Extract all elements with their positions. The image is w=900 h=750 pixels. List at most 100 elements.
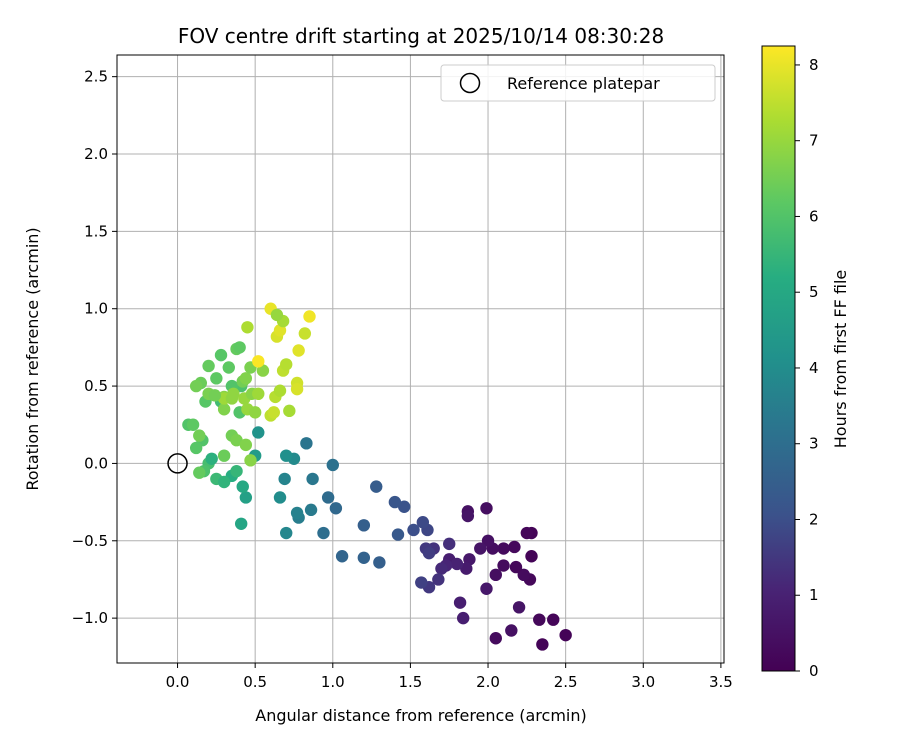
data-point [280, 449, 293, 462]
x-tick-label: 0.0 [166, 673, 190, 691]
x-tick-label: 2.0 [476, 673, 500, 691]
data-point [239, 491, 253, 504]
data-point [474, 542, 487, 555]
data-point [509, 560, 523, 574]
data-point [489, 568, 502, 582]
data-point [512, 601, 526, 614]
data-point [326, 458, 339, 472]
colorbar-tick-label: 7 [809, 132, 819, 150]
colorbar-tick-label: 5 [809, 283, 819, 301]
y-tick-label: −1.0 [72, 609, 108, 627]
data-point [456, 611, 470, 625]
legend: Reference platepar [440, 64, 716, 102]
data-point [248, 406, 262, 419]
colorbar-tick-label: 6 [809, 207, 819, 225]
data-point [525, 550, 538, 563]
y-tick-label: 2.0 [84, 145, 108, 163]
colorbar-gradient [762, 46, 795, 671]
data-point [317, 526, 330, 540]
x-tick-label: 3.5 [709, 673, 733, 691]
data-point [208, 389, 222, 402]
data-point [497, 559, 510, 572]
legend-marker-icon [459, 72, 481, 94]
chart-title: FOV centre drift starting at 2025/10/14 … [178, 24, 664, 48]
data-point [335, 550, 349, 563]
data-point [480, 582, 493, 595]
y-axis-label: Rotation from reference (arcmin) [23, 227, 42, 490]
data-point [298, 327, 312, 340]
colorbar-tick-label: 0 [809, 662, 819, 680]
x-tick-label: 2.5 [554, 673, 578, 691]
data-point [193, 466, 206, 479]
data-point [481, 534, 495, 547]
data-point [252, 355, 265, 368]
data-point [189, 379, 203, 393]
data-point [450, 557, 464, 571]
data-point [230, 434, 243, 447]
data-point [559, 628, 572, 642]
data-point [273, 491, 287, 504]
data-point [252, 387, 265, 401]
data-point [292, 344, 305, 357]
data-point [233, 341, 246, 354]
data-point [267, 406, 280, 419]
data-point [280, 526, 293, 540]
data-point [520, 526, 534, 540]
data-point [186, 418, 200, 431]
y-tick-label: 0.0 [84, 454, 108, 472]
data-point [505, 624, 518, 637]
data-point [497, 542, 510, 555]
data-point [443, 537, 456, 551]
x-tick-label: 3.0 [631, 673, 655, 691]
colorbar-tick-label: 8 [809, 56, 819, 74]
colorbar-tick-label: 3 [809, 435, 819, 453]
axis-ticks: 0.0 0.5 1.0 1.5 2.0 2.5 3.0 3.5 −1.0 −0.5 0.0 0.5 1.… [72, 68, 733, 691]
colorbar-ticks: 0 1 2 3 4 5 6 7 8 [795, 56, 819, 680]
plot-frame [116, 54, 725, 664]
data-point [214, 348, 228, 362]
data-point [397, 500, 411, 513]
colorbar-label: Hours from first FF file [831, 270, 850, 449]
data-point [241, 321, 254, 334]
reference-marker-layer [167, 453, 188, 474]
data-point [290, 506, 304, 520]
data-point [217, 403, 231, 416]
x-tick-label: 0.5 [243, 673, 267, 691]
data-point [270, 308, 284, 322]
data-point [357, 519, 371, 532]
data-point [536, 638, 549, 651]
data-point [193, 429, 206, 442]
data-points [182, 302, 572, 651]
data-point [416, 516, 430, 529]
colorbar-tick-label: 4 [809, 359, 819, 377]
data-point [370, 480, 383, 493]
data-point [283, 404, 296, 418]
y-tick-label: 2.5 [84, 68, 108, 86]
legend-entry-reference: Reference platepar [507, 74, 660, 93]
grid [117, 55, 724, 663]
data-point [321, 491, 335, 504]
data-point [422, 546, 436, 560]
data-point [303, 310, 316, 323]
data-point [210, 372, 223, 385]
data-point [189, 441, 203, 455]
x-tick-label: 1.5 [398, 673, 422, 691]
data-point [547, 613, 560, 626]
data-point [225, 392, 239, 405]
data-point [517, 568, 530, 582]
x-tick-label: 1.0 [321, 673, 345, 691]
y-tick-label: 1.0 [84, 300, 108, 318]
x-axis-label: Angular distance from reference (arcmin) [255, 706, 586, 725]
data-point [533, 613, 546, 626]
data-point [373, 556, 386, 569]
data-point [415, 576, 428, 589]
data-point [480, 502, 493, 515]
data-point [304, 503, 318, 517]
data-point [205, 452, 218, 465]
colorbar-tick-label: 2 [809, 510, 819, 528]
data-point [252, 426, 265, 439]
data-point [280, 358, 293, 371]
data-point [239, 372, 253, 385]
data-point [239, 438, 253, 452]
